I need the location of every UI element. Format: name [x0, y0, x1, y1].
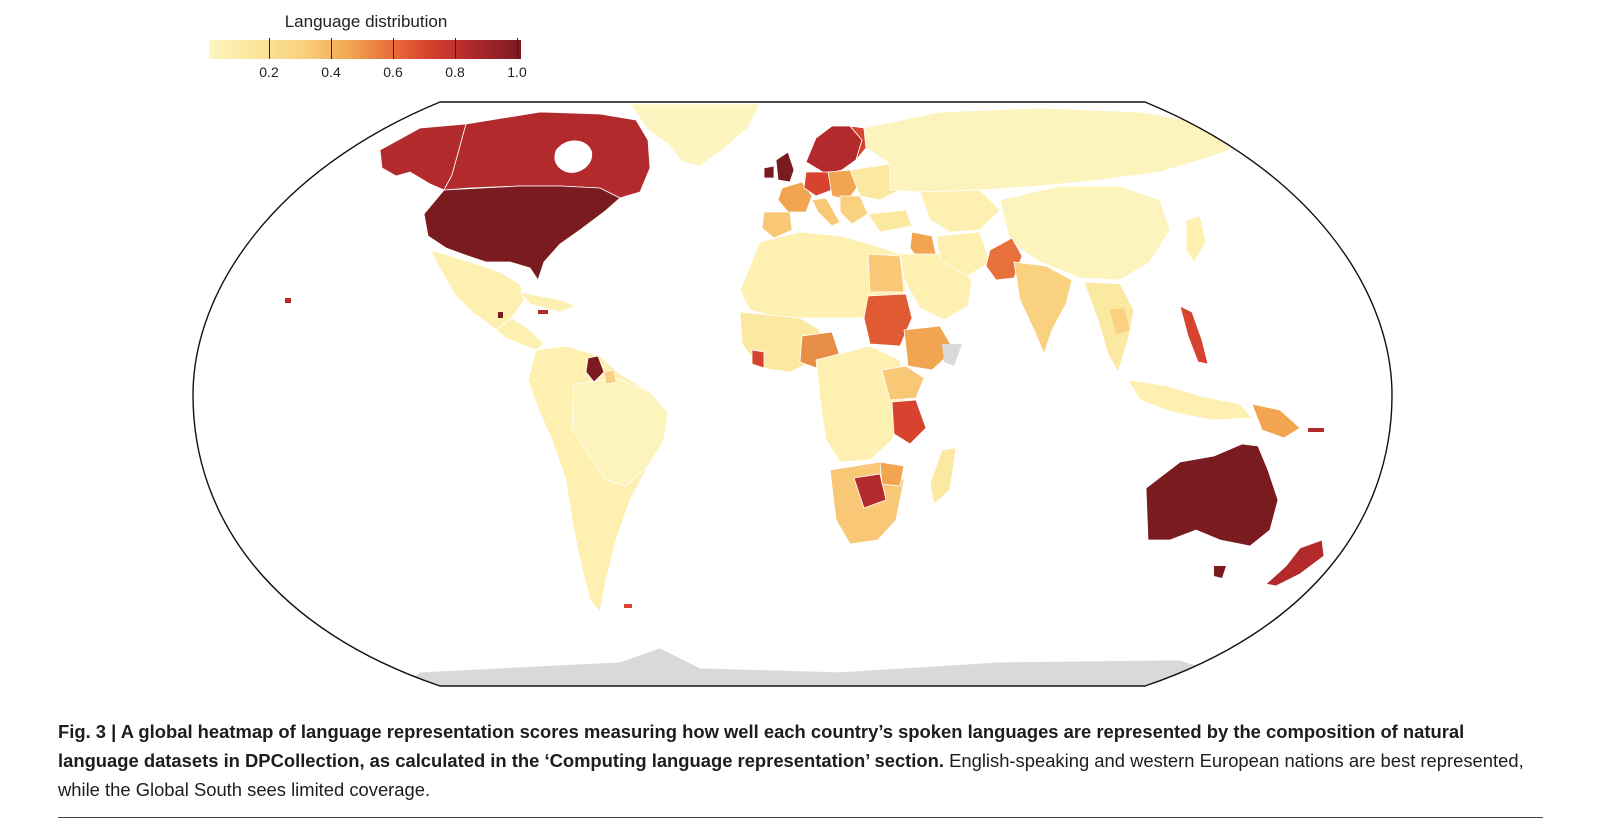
region-greenland — [629, 103, 761, 167]
region-central-asia — [919, 189, 1001, 233]
region-canada — [443, 111, 651, 199]
legend-tick-label: 0.8 — [445, 64, 465, 80]
legend-tick — [269, 38, 270, 59]
legend-tick — [455, 38, 456, 59]
region-japan — [1185, 215, 1207, 263]
region-iberia — [761, 211, 793, 239]
region-australia — [1145, 443, 1279, 547]
region-ethiopia — [903, 325, 955, 371]
region-papua-new-guinea — [1251, 403, 1301, 439]
figure-label: Fig. 3 | — [58, 721, 121, 742]
region-sierra-leone — [751, 349, 765, 369]
region-ireland — [763, 165, 775, 179]
color-legend: Language distribution 0.2 0.4 0.6 0.8 1.… — [206, 10, 527, 82]
region-finland — [849, 125, 867, 161]
figure-caption: Fig. 3 | A global heatmap of language re… — [58, 717, 1538, 804]
region-alaska — [379, 123, 467, 191]
map-landmasses — [285, 103, 1325, 686]
region-central-america — [495, 317, 545, 351]
region-zimbabwe — [879, 461, 905, 487]
region-indonesia — [1127, 379, 1253, 421]
region-germany-benelux — [803, 171, 833, 197]
region-guyana — [585, 355, 605, 383]
bottom-rule — [58, 817, 1543, 818]
region-caribbean — [518, 291, 578, 313]
legend-tick-label: 0.4 — [321, 64, 341, 80]
region-tanzania — [891, 399, 927, 445]
region-botswana — [853, 473, 887, 509]
legend-color-bar — [209, 40, 521, 59]
region-china — [999, 185, 1171, 281]
region-balkans — [839, 195, 869, 225]
caption-text: English-speaking and western European na… — [58, 750, 1524, 800]
region-united-states — [423, 185, 621, 281]
caption-bold-text: A global heatmap of language representat… — [58, 721, 1465, 771]
region-sudan — [863, 293, 913, 347]
world-heatmap — [192, 101, 1393, 687]
legend-tick — [331, 38, 332, 59]
region-pakistan — [985, 237, 1023, 281]
region-philippines — [1179, 305, 1209, 365]
map-frame — [192, 101, 1393, 687]
legend-title: Language distribution — [284, 12, 448, 31]
region-russia — [863, 107, 1231, 193]
region-brazil — [571, 377, 669, 487]
region-eastern-europe — [849, 163, 901, 201]
legend-tick-label: 0.6 — [383, 64, 403, 80]
legend-tick-label: 1.0 — [507, 64, 527, 80]
region-antarctica — [398, 647, 1261, 686]
region-turkey — [867, 209, 913, 233]
region-iran — [935, 231, 991, 277]
legend-tick — [393, 38, 394, 59]
region-southeast-asia — [1083, 281, 1135, 374]
region-new-zealand — [1265, 539, 1325, 587]
region-egypt — [867, 253, 905, 293]
region-kenya-uganda — [881, 365, 925, 401]
legend-tick-label: 0.2 — [259, 64, 279, 80]
region-scandinavia — [805, 125, 863, 175]
region-madagascar — [929, 447, 957, 505]
region-united-kingdom — [775, 151, 795, 183]
region-italy — [811, 197, 841, 227]
region-india — [1013, 261, 1073, 356]
region-france — [777, 181, 813, 213]
region-central-europe — [827, 169, 859, 201]
legend-tick — [517, 38, 518, 59]
